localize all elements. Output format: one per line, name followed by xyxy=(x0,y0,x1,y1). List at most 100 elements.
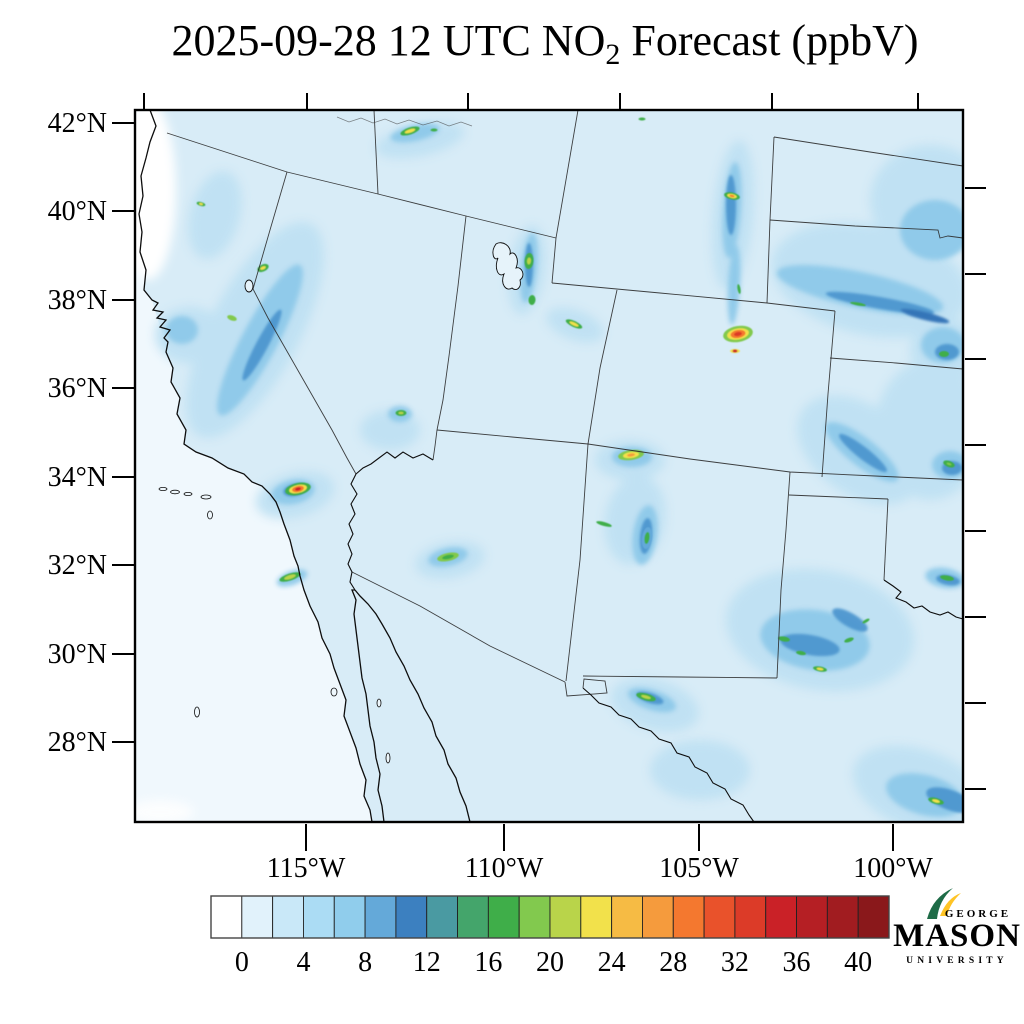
pacific-ocean xyxy=(135,110,372,822)
hotspot-salt-lake-city-ut xyxy=(524,253,534,269)
hotspot-layer xyxy=(729,194,735,198)
hotspot-layer xyxy=(734,331,742,337)
hotspot-layer xyxy=(862,618,870,624)
border-utah-colorado xyxy=(587,289,618,445)
border-arizona-new-mexico xyxy=(565,443,589,682)
channel-island-1 xyxy=(158,486,168,491)
hotspot-layer xyxy=(850,301,866,307)
colorbar-tick-label: 8 xyxy=(358,947,372,978)
border-colorado-kansas-102w xyxy=(821,310,836,478)
hotspot-layer xyxy=(732,349,738,353)
border-kansas-nebraska-40n xyxy=(829,357,963,370)
hotspot-phoenix-az xyxy=(437,552,459,562)
colorbar-cell xyxy=(765,895,797,939)
colorbar: 0 4 8 12 16 20 24 28 32 36 40 xyxy=(210,895,890,978)
colorbar-cell xyxy=(734,895,767,939)
hotspot-layer xyxy=(940,575,954,581)
hotspot-layer xyxy=(627,453,635,457)
colorbar-cell xyxy=(857,895,890,939)
san-clemente-island xyxy=(207,510,213,520)
hotspot-right-edge-near-34-5n-oklahoma xyxy=(943,460,955,468)
hotspot-albuquerque-nm xyxy=(641,527,653,549)
y-tick-label: 38°N xyxy=(48,285,107,316)
hotspot-los-angeles-basin-ca xyxy=(285,482,311,496)
colorbar-cell xyxy=(518,895,551,939)
hotspot-southeast-colorado-strongest-maximum xyxy=(723,325,753,343)
colorbar-cell xyxy=(796,895,828,939)
border-california-nevada xyxy=(252,171,357,475)
map-frame xyxy=(133,108,965,824)
hotspot-southeast-idaho-pocatello-area xyxy=(400,126,420,136)
gmu-logo-george: GEORGE xyxy=(945,908,1011,920)
border-south-dakota-nebraska-43n xyxy=(769,219,963,239)
colorbar-tick-label: 36 xyxy=(783,947,811,978)
red-river-border xyxy=(883,579,963,620)
colorbar-cell xyxy=(549,895,582,939)
channel-island-4 xyxy=(200,494,212,500)
border-texas-100w xyxy=(883,498,889,581)
hotspot-layer xyxy=(816,667,824,671)
colorbar-tick-label: 0 xyxy=(235,947,249,978)
colorbar-cell xyxy=(210,895,243,939)
y-tick-label: 34°N xyxy=(48,462,107,493)
hotspot-layer xyxy=(569,321,579,327)
hotspot-southwest-wyoming-spot xyxy=(638,117,646,121)
gmu-logo: GEORGE MASON UNIVERSITY xyxy=(893,888,1020,966)
gmu-logo-university: UNIVERSITY xyxy=(906,956,1008,966)
hotspot-layer xyxy=(227,315,237,321)
hotspot-layer xyxy=(641,695,651,699)
border-oregon-idaho xyxy=(373,110,379,195)
ocean-white-patch-sw xyxy=(135,800,194,822)
y-tick-label: 32°N xyxy=(48,550,107,581)
border-new-mexico-texas-32n xyxy=(582,675,778,679)
border-utah-arizona-37n xyxy=(436,429,589,445)
hotspot-layer xyxy=(644,532,650,544)
border-nevada-utah xyxy=(436,215,467,431)
no2-hotspot-markers xyxy=(196,117,955,805)
colorbar-tick-label: 4 xyxy=(296,947,310,978)
colorbar-cell xyxy=(826,895,859,939)
rio-grande-border xyxy=(582,687,755,822)
hotspot-uinta-basin-central-utah-plants xyxy=(565,319,583,329)
hotspot-el-paso-ciudad-juarez xyxy=(636,692,656,702)
guadalupe-island xyxy=(194,706,200,718)
figure-title: 2025-09-28 12 UTC NO2 Forecast (ppbV) xyxy=(172,16,919,71)
state-borders xyxy=(166,110,963,822)
colorbar-cell xyxy=(672,895,705,939)
hotspot-permian-basin-oil-field-cluster-tx-nm-x xyxy=(844,637,854,643)
border-oklahoma-texas-panhandle xyxy=(788,494,889,500)
california-baja-coast xyxy=(138,110,373,822)
ocean-white-patch-nw xyxy=(135,110,176,280)
colorbar-outline xyxy=(210,895,890,939)
colorado-river-border xyxy=(347,473,358,591)
gulf-island-1 xyxy=(376,698,382,708)
colorbar-tick-label: 24 xyxy=(598,947,626,978)
lake-tahoe xyxy=(244,279,254,293)
colorbar-cell xyxy=(426,895,458,939)
colorbar-tick-label: 20 xyxy=(536,947,564,978)
colorbar-cell xyxy=(611,895,643,939)
hotspot-idaho-falls-id xyxy=(430,128,438,132)
hotspot-colorado-springs-pueblo-co xyxy=(737,284,741,294)
hotspot-layer xyxy=(442,554,454,560)
hotspot-transport-plume-into-kansas xyxy=(850,301,866,307)
title-subscript: 2 xyxy=(605,38,620,71)
border-south-dakota-north xyxy=(773,136,963,167)
border-41n-parallel xyxy=(551,282,768,304)
x-tick-label: 115°W xyxy=(267,853,346,884)
y-tick-label: 42°N xyxy=(48,108,107,139)
channel-island-3 xyxy=(183,491,193,496)
hotspot-denver-front-range-co xyxy=(724,192,740,200)
hotspot-layer xyxy=(932,799,940,803)
coastlines xyxy=(138,110,524,822)
hotspot-san-diego-tijuana xyxy=(279,572,301,582)
hotspot-provo-ut xyxy=(528,295,536,305)
colorbar-tick-label: 40 xyxy=(844,947,872,978)
x-tick-label: 100°W xyxy=(853,853,933,884)
colorbar-cell xyxy=(364,895,397,939)
hotspot-spots-south-of-se-colorado-maximum xyxy=(730,349,740,353)
colorbar-cell xyxy=(241,895,274,939)
hotspot-i-40-corridor-west-of-albuquerque xyxy=(596,521,612,527)
hotspot-permian-basin-oil-field-cluster-tx-nm-x xyxy=(813,666,827,672)
hotspot-layer xyxy=(430,128,438,132)
